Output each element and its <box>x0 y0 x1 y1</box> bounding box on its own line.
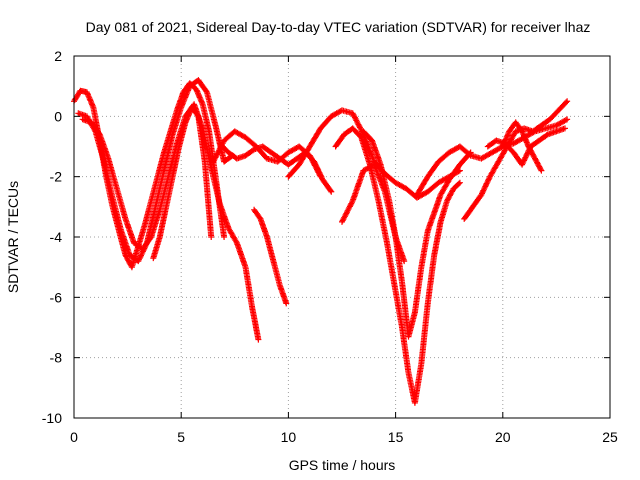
data-point-markers <box>79 101 262 343</box>
data-point-markers <box>332 125 463 406</box>
x-tick-label: 15 <box>388 429 404 445</box>
x-tick-label: 20 <box>495 429 511 445</box>
series-arc-6 <box>216 140 335 195</box>
data-point-markers <box>75 77 236 265</box>
data-point-markers <box>461 98 571 222</box>
y-tick-label: -6 <box>50 289 63 305</box>
series-arc-8 <box>285 107 463 201</box>
series-arc-15 <box>499 119 545 174</box>
series-arc-7 <box>251 206 290 307</box>
series-arc-11 <box>360 128 474 340</box>
data-point-markers <box>484 125 568 168</box>
y-tick-label: -2 <box>50 169 63 185</box>
y-axis-label: SDTVAR / TECUs <box>5 181 21 293</box>
data-point-markers <box>360 128 474 340</box>
x-axis-label: GPS time / hours <box>289 457 396 473</box>
chart-title: Day 081 of 2021, Sidereal Day-to-day VTE… <box>86 19 591 35</box>
series-arc-4 <box>150 104 215 262</box>
data-point-markers <box>285 107 463 201</box>
x-tick-label: 25 <box>602 429 618 445</box>
series-arc-2 <box>75 77 236 265</box>
y-tick-labels: -10 -8 -6 -4 -2 0 2 <box>42 48 62 426</box>
series-arc-9 <box>332 125 463 406</box>
y-tick-label: -8 <box>50 350 63 366</box>
y-tick-label: -10 <box>42 410 62 426</box>
y-tick-label: 2 <box>54 48 62 64</box>
series-arc-14 <box>484 125 568 168</box>
data-points <box>71 77 571 406</box>
x-tick-label: 5 <box>177 429 185 445</box>
data-point-markers <box>499 119 545 174</box>
x-tick-label: 0 <box>70 429 78 445</box>
axis-ticks <box>73 55 611 419</box>
series-arc-13 <box>461 98 571 222</box>
x-tick-label: 10 <box>281 429 297 445</box>
y-tick-label: 0 <box>54 108 62 124</box>
y-tick-label: -4 <box>50 229 63 245</box>
x-tick-labels: 0 5 10 15 20 25 <box>70 429 618 445</box>
data-point-markers <box>216 140 335 195</box>
data-point-markers <box>150 104 215 262</box>
series-arc-3 <box>79 101 262 343</box>
data-point-markers <box>251 206 290 307</box>
